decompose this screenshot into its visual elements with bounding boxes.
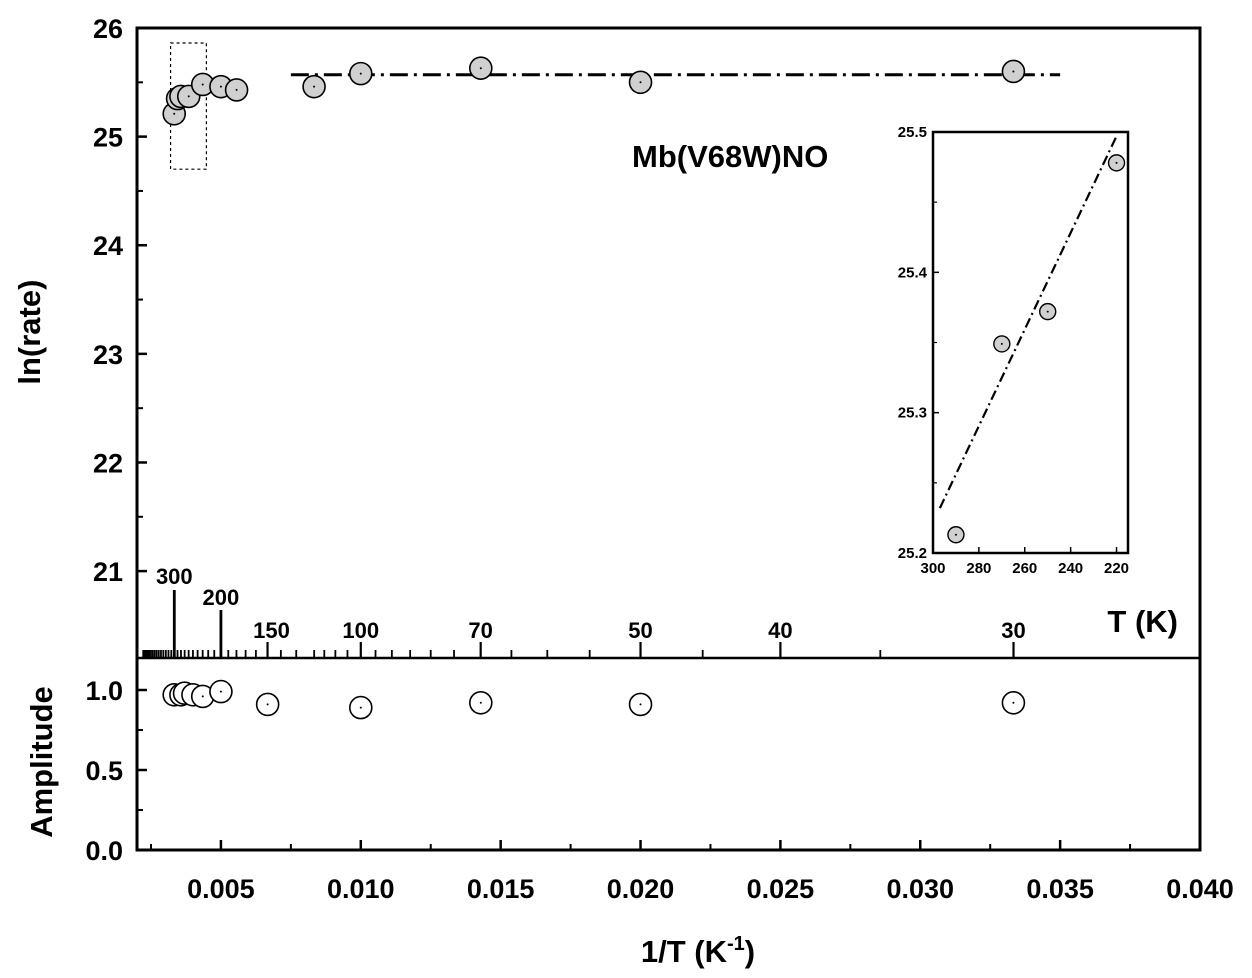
plot-frame: 0.005 0.010 0.015 0.020 0.025 0.030 0.035 0.040… [85,14,1233,904]
rate-point-center [639,81,642,84]
inset-x-tick-label: 300 [920,560,945,577]
rate-point-center [479,67,482,70]
amplitude-point-center [359,706,362,709]
sample-annotation: Mb(V68W)NO [632,139,828,174]
y-axis-title-upper: ln(rate) [12,280,47,385]
x-tick-label: 0.030 [886,874,954,904]
top-tick-label: 40 [768,618,792,643]
amplitude-point-center [219,690,222,693]
top-tick-label: 50 [628,618,652,643]
rate-point-center [1012,70,1015,73]
y-tick-label: 26 [93,14,123,44]
rate-point-center [219,85,222,88]
inset-point-center [1046,310,1049,313]
x-tick-label: 0.015 [467,874,535,904]
labels: Mb(V68W)NO 1/T (K-1) ln(rate) Amplitude … [12,139,1178,969]
rate-point-center [313,85,316,88]
y-tick-label: 23 [93,340,123,370]
inset-x-tick-label: 260 [1012,560,1037,577]
rate-point-center [359,72,362,75]
x-tick-label: 0.005 [187,874,255,904]
y-tick-label: 1.0 [85,676,123,706]
top-tick-label: 100 [342,618,379,643]
top-tick-label: 150 [253,618,290,643]
top-tick-label: 70 [468,618,492,643]
y-tick-label: 21 [93,557,123,587]
x-tick-label: 0.040 [1166,874,1234,904]
amplitude-point-center [266,703,269,706]
top-axis-title: T (K) [1107,604,1178,639]
inset-point-center [1000,342,1003,345]
top-tick-label: 300 [156,564,193,589]
y-tick-label: 24 [93,231,123,261]
amplitude-point-center [201,695,204,698]
rate-point-center [235,88,238,91]
inset-y-tick-label: 25.4 [898,264,928,281]
x-axis-title: 1/T (K-1) [641,933,755,969]
y-tick-label: 25 [93,123,123,153]
inset-y-tick-label: 25.5 [898,124,927,141]
inset-fit-line [938,135,1118,509]
upper-panel [162,42,1061,170]
rate-point-center [201,83,204,86]
x-tick-label: 0.020 [607,874,675,904]
amplitude-point-center [479,701,482,704]
x-tick-label: 0.035 [1026,874,1094,904]
inset-border [931,130,1130,555]
inset-x-tick-label: 240 [1058,560,1083,577]
inset-x-tick-label: 220 [1104,560,1129,577]
lower-panel [162,679,1026,720]
inset-point-center [954,533,957,536]
x-tick-label: 0.025 [747,874,815,904]
inset-point-center [1115,161,1118,164]
top-tick-label: 30 [1001,618,1025,643]
y-tick-label: 0.5 [85,756,123,786]
x-tick-label: 0.010 [327,874,395,904]
inset-x-tick-label: 280 [966,560,991,577]
rate-point-center [187,95,190,98]
plot-border [135,26,1202,852]
inset-y-tick-label: 25.2 [898,545,927,562]
inset-panel: 300 280 260 240 220 25.2 25.3 25.4 25.5 [898,124,1130,577]
inset-y-tick-label: 25.3 [898,405,927,422]
y-tick-label: 22 [93,448,123,478]
y-axis-title-lower: Amplitude [24,686,59,838]
y-tick-label: 0.0 [85,836,123,866]
top-tick-label: 200 [203,585,240,610]
amplitude-point-center [639,703,642,706]
rate-point-center [173,112,176,115]
amplitude-point-center [1012,701,1015,704]
